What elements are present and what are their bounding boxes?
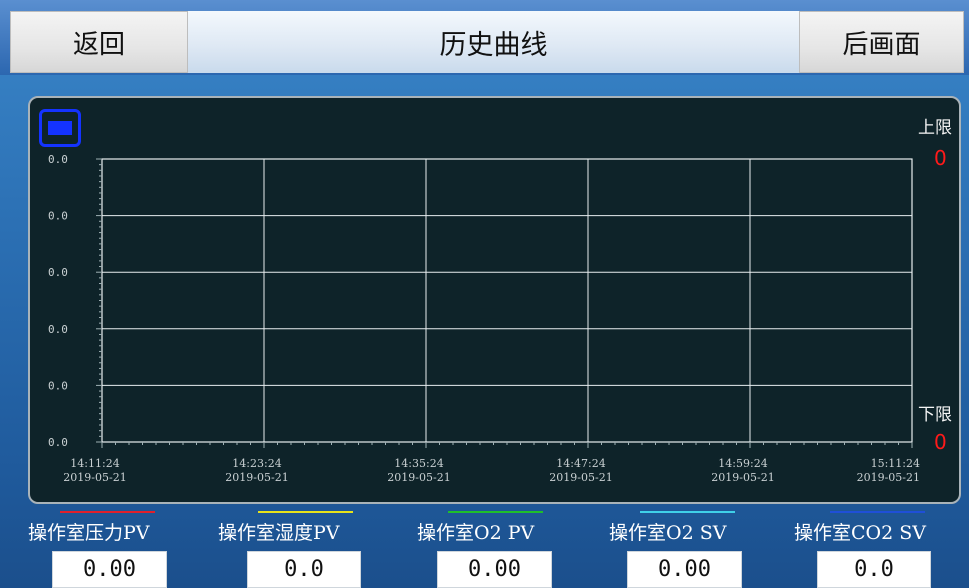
legend-line-o2-sv	[640, 511, 735, 513]
y-tick-label: 0.0	[48, 153, 68, 166]
plot-area	[101, 158, 913, 443]
legend-line-o2-pv	[448, 511, 543, 513]
next-screen-button[interactable]: 后画面	[799, 11, 964, 73]
sensor-label-pressure: 操作室压力PV	[28, 522, 150, 544]
sensor-label-humidity: 操作室湿度PV	[218, 522, 340, 544]
y-tick-label: 0.0	[48, 379, 68, 392]
page-title: 历史曲线	[188, 11, 799, 73]
lower-limit-label: 下限	[918, 405, 952, 425]
upper-limit-value: 0	[934, 146, 947, 170]
x-tick-label-time: 15:11:24	[871, 457, 920, 470]
y-tick-label: 0.0	[48, 266, 68, 279]
sensor-label-o2-sv: 操作室O2 SV	[609, 522, 727, 544]
legend-line-humidity	[258, 511, 353, 513]
x-tick-label-date: 2019-05-21	[549, 471, 612, 484]
x-tick-label-time: 14:35:24	[394, 457, 443, 470]
back-button[interactable]: 返回	[10, 11, 188, 73]
legend-toggle-button[interactable]	[39, 109, 81, 147]
x-tick-label-time: 14:59:24	[718, 457, 767, 470]
x-tick-label-date: 2019-05-21	[63, 471, 126, 484]
series-color-swatch	[48, 121, 72, 135]
sensor-value-o2-pv: 0.00	[437, 551, 552, 588]
x-tick-label-time: 14:23:24	[232, 457, 281, 470]
sensor-label-co2-sv: 操作室CO2 SV	[794, 522, 926, 544]
legend-line-pressure	[60, 511, 155, 513]
x-tick-label-date: 2019-05-21	[387, 471, 450, 484]
lower-limit-value: 0	[934, 430, 947, 454]
y-tick-label: 0.0	[48, 210, 68, 223]
sensor-label-o2-pv: 操作室O2 PV	[417, 522, 535, 544]
y-tick-label: 0.0	[48, 323, 68, 336]
x-tick-label-date: 2019-05-21	[711, 471, 774, 484]
trend-chart: 0.00.00.00.00.00.014:11:242019-05-2114:2…	[48, 153, 920, 484]
x-tick-label-date: 2019-05-21	[857, 471, 920, 484]
x-tick-label-date: 2019-05-21	[225, 471, 288, 484]
legend-line-co2-sv	[830, 511, 925, 513]
chart-panel	[28, 96, 961, 504]
sensor-value-pressure: 0.00	[52, 551, 167, 588]
upper-limit-label: 上限	[918, 118, 952, 138]
sensor-value-humidity: 0.0	[247, 551, 361, 588]
y-tick-label: 0.0	[48, 436, 68, 449]
sensor-value-co2-sv: 0.0	[817, 551, 931, 588]
sensor-value-o2-sv: 0.00	[627, 551, 742, 588]
x-tick-label-time: 14:11:24	[70, 457, 119, 470]
x-tick-label-time: 14:47:24	[556, 457, 605, 470]
